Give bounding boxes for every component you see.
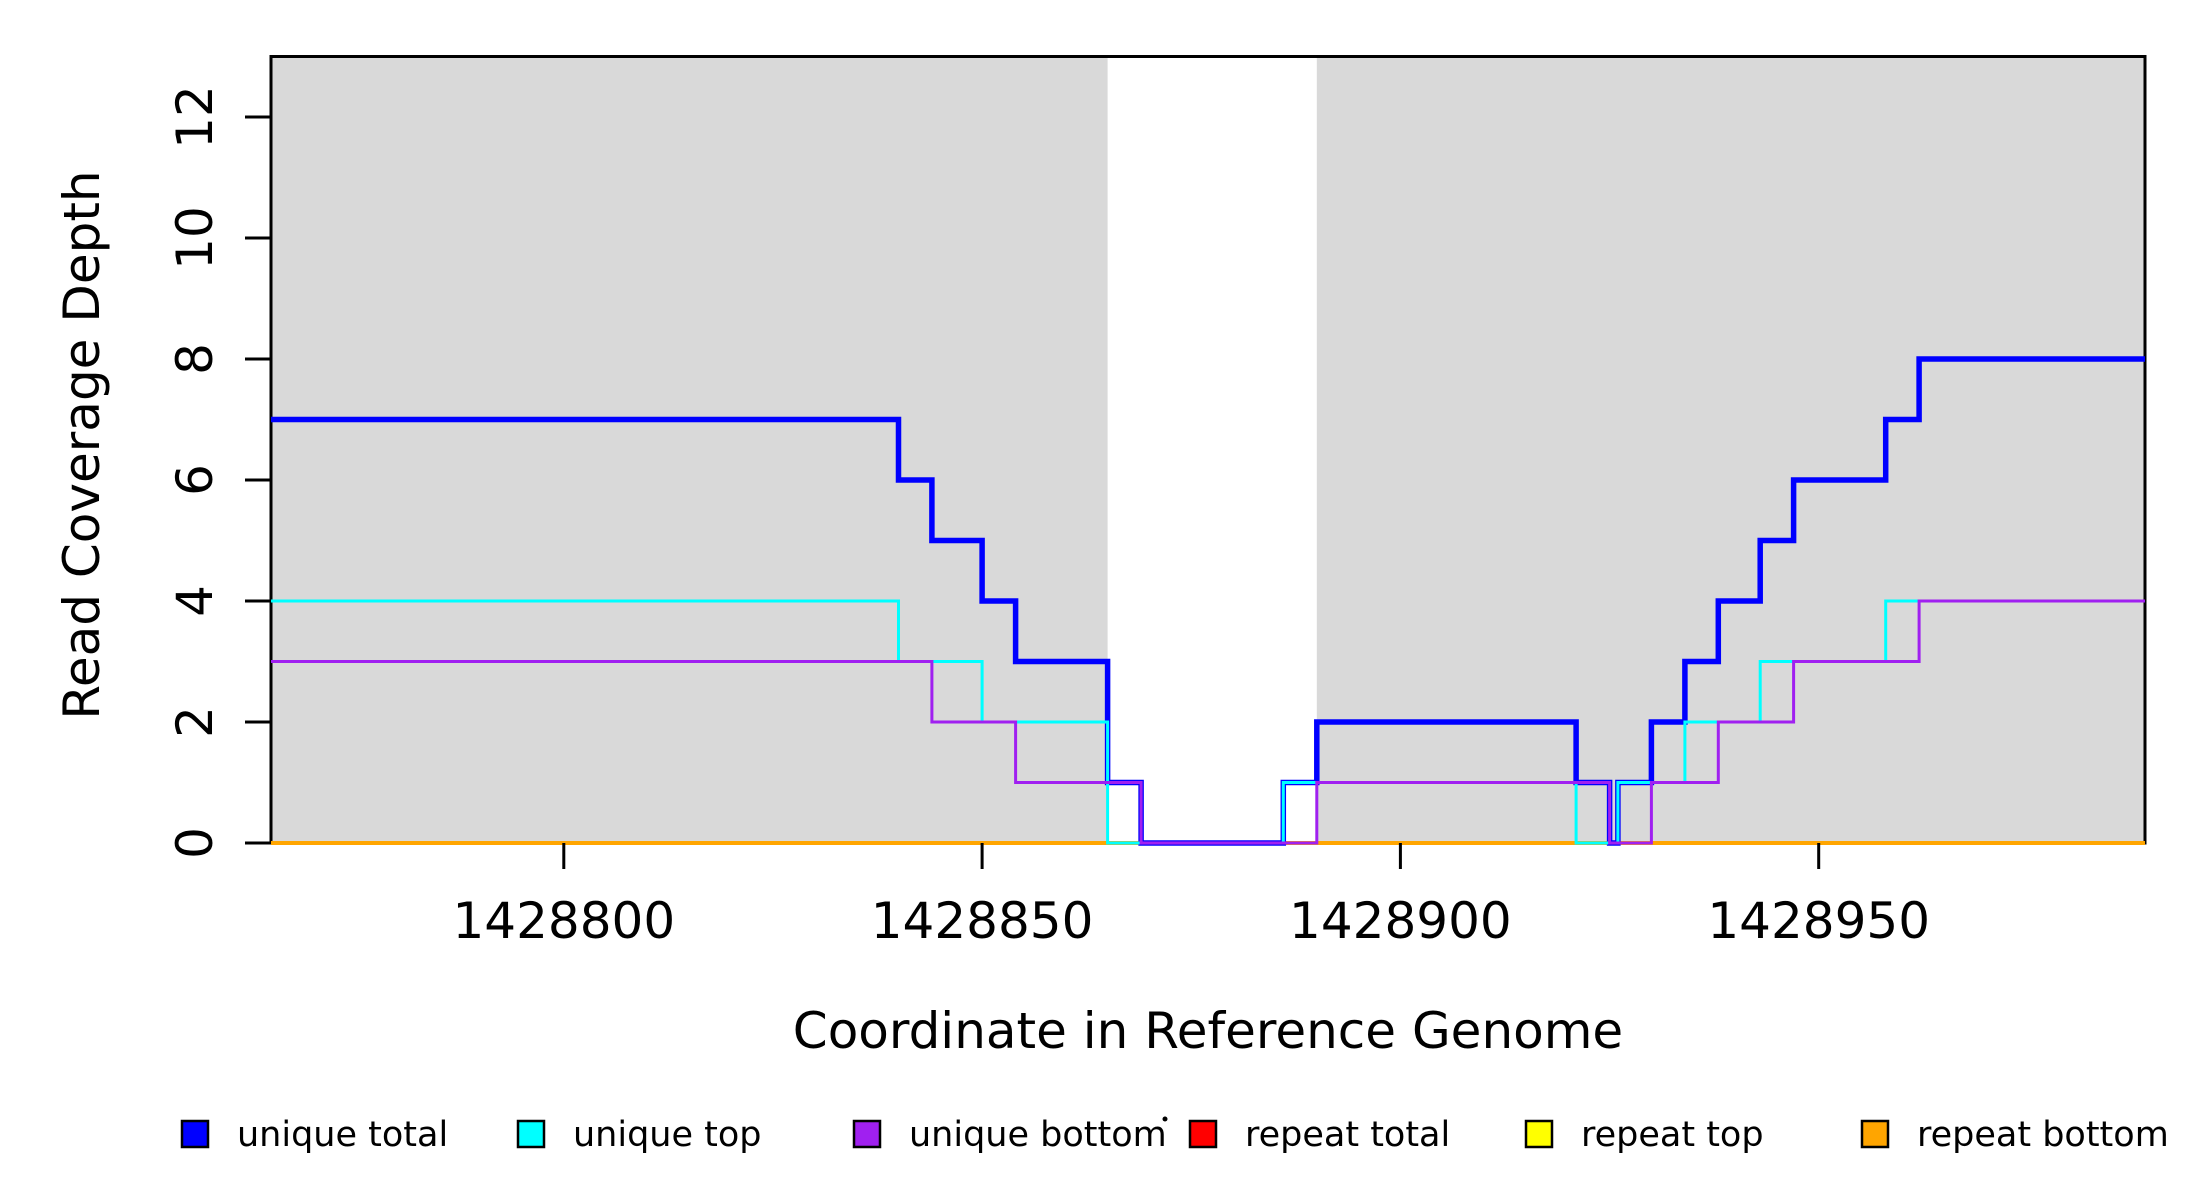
y-tick-label: 12 [166, 85, 224, 149]
legend-label: repeat top [1581, 1115, 1764, 1155]
legend-swatch-unique-bottom [852, 1119, 882, 1149]
x-tick-label: 1428950 [1707, 892, 1930, 950]
unique-region-left-shading [271, 56, 1108, 843]
legend-item-unique-top: unique top [516, 1115, 762, 1155]
unique-region-right-shading [1316, 56, 2145, 843]
x-axis-title: Coordinate in Reference Genome [793, 1002, 1623, 1060]
legend-label: repeat bottom [1917, 1115, 2169, 1155]
x-tick-label: 1428850 [871, 892, 1094, 950]
legend-item-unique-total: unique total [180, 1115, 448, 1155]
legend-item-unique-bottom: unique bottom [852, 1115, 1167, 1155]
axes-layer: 1428800 1428850 1428900 1428950 0 2 4 6 8 10 12 [166, 85, 1930, 950]
y-tick-label: 0 [166, 827, 224, 859]
series-line-unique-top [271, 599, 2145, 845]
legend-item-repeat-top: repeat top [1524, 1115, 1764, 1155]
legend-swatch-repeat-top [1524, 1119, 1554, 1149]
legend-swatch-unique-total [180, 1119, 210, 1149]
y-tick-label: 10 [166, 206, 224, 270]
y-tick-label: 6 [166, 464, 224, 496]
x-tick-label: 1428800 [452, 892, 675, 950]
y-tick-label: 4 [166, 585, 224, 617]
legend-label: unique total [237, 1115, 448, 1155]
legend-item-repeat-bottom: repeat bottom [1860, 1115, 2169, 1155]
legend: unique total unique top unique bottom repea… [180, 1115, 2169, 1155]
legend-label: repeat total [1245, 1115, 1450, 1155]
legend-swatch-repeat-bottom [1860, 1119, 1890, 1149]
y-axis-title: Read Coverage Depth [53, 170, 111, 719]
y-tick-label: 2 [166, 706, 224, 738]
stray-dot-artifact [1162, 1116, 1168, 1122]
y-tick-label: 8 [166, 343, 224, 375]
legend-label: unique top [573, 1115, 762, 1155]
legend-swatch-unique-top [516, 1119, 546, 1149]
series-lines-layer [271, 356, 2145, 846]
legend-swatch-repeat-total [1188, 1119, 1218, 1149]
series-line-unique-bottom [271, 599, 2145, 845]
legend-label: unique bottom [909, 1115, 1167, 1155]
shaded-regions-layer [271, 56, 2145, 843]
legend-item-repeat-total: repeat total [1188, 1115, 1450, 1155]
x-tick-label: 1428900 [1289, 892, 1512, 950]
